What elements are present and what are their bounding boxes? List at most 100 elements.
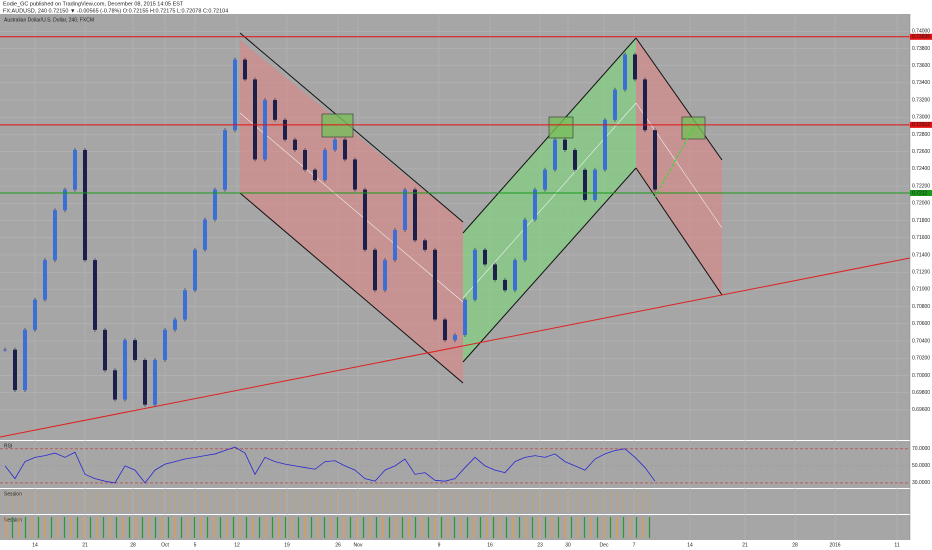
channel-mid (239, 112, 464, 303)
candle (353, 159, 357, 190)
y-tick-label: 0.71800 (912, 218, 930, 224)
channel-line (635, 167, 723, 296)
candle (403, 189, 407, 231)
candle (603, 119, 607, 170)
y-tick-label: 0.70200 (912, 356, 930, 362)
candle (513, 260, 517, 291)
candle (153, 359, 157, 405)
candle (193, 249, 197, 291)
y-tick-label: 0.71000 (912, 287, 930, 293)
y-tick-label: 0.73200 (912, 97, 930, 103)
x-tick-label: 26 (335, 542, 341, 548)
candle (183, 290, 187, 320)
x-tick-label: 14 (687, 542, 693, 548)
candle (23, 329, 27, 391)
candle (43, 260, 47, 300)
candle (583, 169, 587, 200)
candle (473, 249, 477, 300)
candle (243, 59, 247, 80)
x-tick-label: 21 (82, 542, 88, 548)
rsi-pane (0, 441, 910, 488)
candle (623, 54, 627, 90)
candle (233, 59, 237, 131)
candle (333, 139, 337, 150)
quote: FX:AUDUSD, 240 0.72150 ▼ -0.00565 (-0.78… (3, 8, 228, 14)
y-tick-label: 0.70800 (912, 304, 930, 310)
candle (523, 219, 527, 261)
candle (113, 370, 117, 400)
candle (123, 340, 127, 400)
candle (613, 89, 617, 120)
candle (593, 169, 597, 200)
candle (643, 79, 647, 131)
candle (223, 130, 227, 190)
price-tag (910, 121, 932, 128)
candle (143, 359, 147, 405)
candle (83, 149, 87, 261)
trendline (0, 257, 911, 438)
y-tick-label: 0.71200 (912, 270, 930, 276)
candle (343, 139, 347, 160)
candle (573, 149, 577, 170)
channel-mid (462, 102, 637, 299)
price-tag-label: 0.7212 (912, 190, 928, 196)
channel-line (635, 37, 723, 161)
candle (543, 169, 547, 190)
candle (263, 100, 267, 160)
x-tick-label: 9 (438, 542, 441, 548)
candle (63, 189, 67, 211)
candle (213, 189, 217, 220)
rsi-line (4, 446, 656, 484)
x-tick-label: Dec (600, 542, 609, 548)
rsi-label: RSI (4, 443, 12, 449)
publisher: Eodie_GC published on TradingView.com, D… (3, 1, 184, 7)
candle (483, 249, 487, 265)
zone-box (548, 116, 574, 139)
candle (553, 139, 557, 170)
x-tick-label: Oct (161, 542, 169, 548)
candle (413, 189, 417, 241)
candle (303, 149, 307, 170)
axis-bg (910, 0, 932, 550)
rsi-tick-label: 70.0000 (912, 446, 930, 452)
y-tick-label: 0.73800 (912, 46, 930, 52)
candle (103, 329, 107, 371)
candle (653, 130, 657, 190)
candle (393, 230, 397, 261)
y-tick-label: 0.70600 (912, 321, 930, 327)
candle (323, 149, 327, 181)
session-pane (0, 489, 910, 514)
candle (133, 340, 137, 360)
rsi-tick-label: 30.0000 (912, 480, 930, 486)
x-tick-label: 16 (487, 542, 493, 548)
y-tick-label: 0.69800 (912, 390, 930, 396)
y-tick-label: 0.72200 (912, 183, 930, 189)
candle (73, 149, 77, 190)
candle (3, 349, 7, 351)
candle (163, 329, 167, 360)
price-tag-label: 0.72912 (912, 122, 930, 128)
zone-box (681, 116, 706, 140)
channel-line (462, 167, 637, 363)
candle (13, 349, 17, 391)
y-tick-label: 0.72400 (912, 166, 930, 172)
y-tick-label: 0.74000 (912, 29, 930, 35)
channel-line (239, 192, 464, 384)
candle (363, 189, 367, 250)
x-tick-label: 2016 (829, 542, 840, 548)
x-tick-label: 5 (194, 542, 197, 548)
candle (173, 319, 177, 330)
channel-mid (635, 102, 723, 229)
candle (633, 54, 637, 80)
candle (313, 169, 317, 181)
y-tick-label: 0.71400 (912, 252, 930, 258)
zone-box (321, 113, 354, 138)
x-tick-label: 19 (284, 542, 290, 548)
y-tick-label: 0.71600 (912, 235, 930, 241)
x-tick-label: 7 (633, 542, 636, 548)
candle (423, 240, 427, 250)
y-tick-label: 0.72600 (912, 149, 930, 155)
candle (273, 100, 277, 120)
candle (563, 139, 567, 150)
candle (33, 299, 37, 330)
